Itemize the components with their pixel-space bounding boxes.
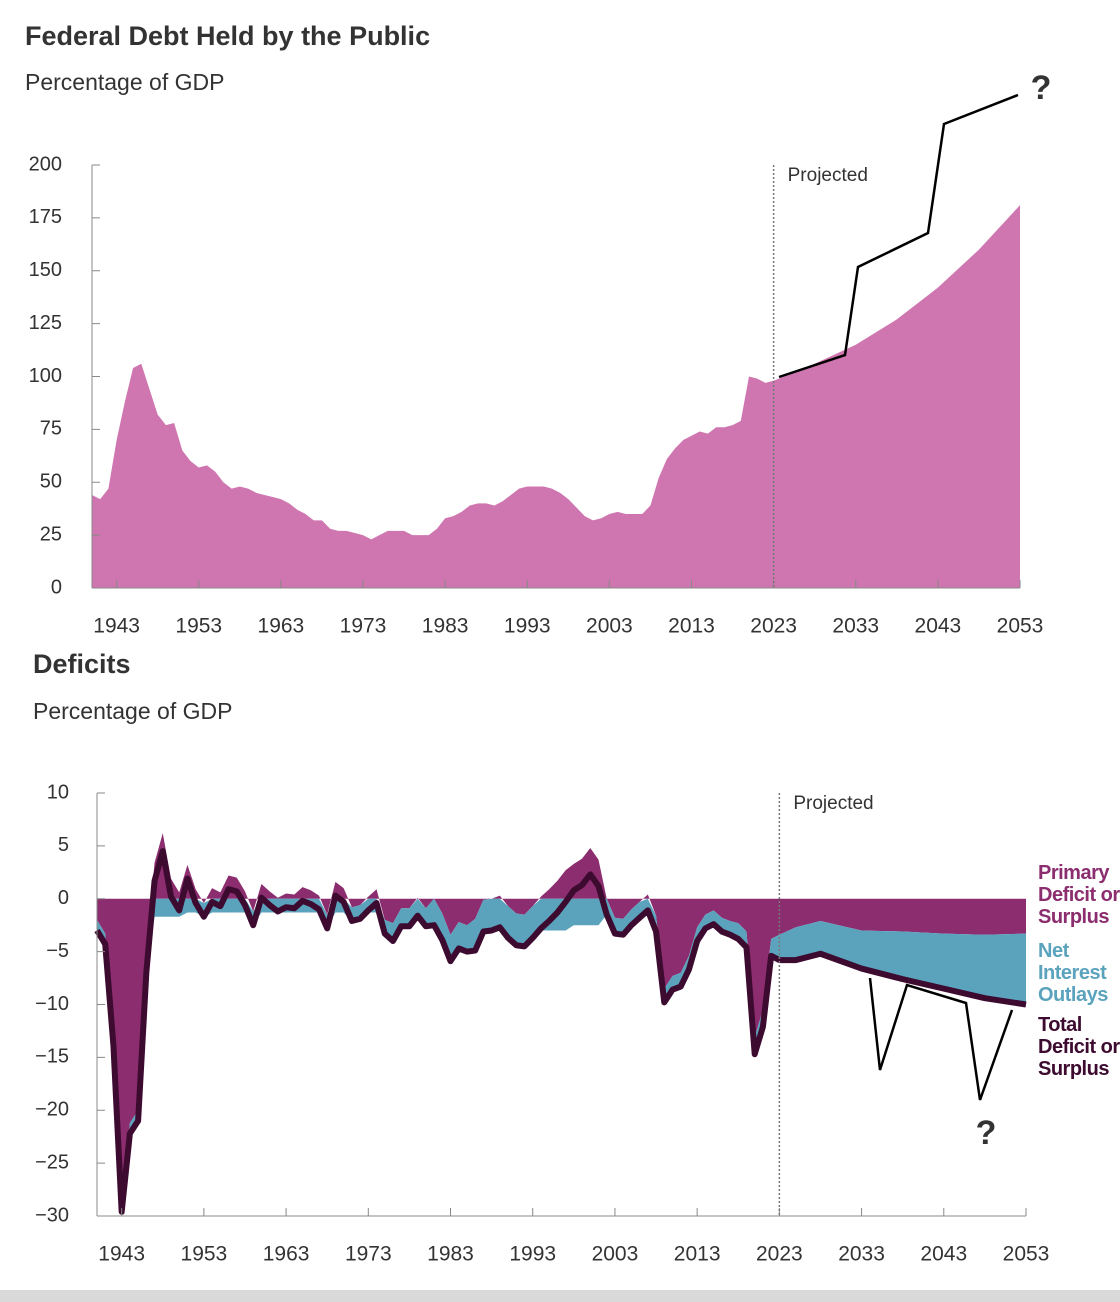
x-tick-label: 1983	[427, 1243, 474, 1266]
debt-area	[92, 205, 1020, 588]
y-tick-label: 100	[29, 365, 62, 387]
y-tick-label: −30	[35, 1204, 69, 1226]
y-tick-label: 175	[29, 206, 62, 228]
y-tick-label: 125	[29, 312, 62, 334]
x-tick-label: 2003	[586, 615, 633, 638]
y-tick-label: 10	[47, 781, 69, 803]
x-tick-label: 1973	[345, 1243, 392, 1266]
y-tick-label: 200	[29, 153, 62, 175]
y-tick-label: 150	[29, 259, 62, 281]
y-tick-label: 25	[40, 523, 62, 545]
y-tick-label: −20	[35, 1099, 69, 1121]
x-tick-label: 2043	[920, 1243, 967, 1266]
y-tick-label: −25	[35, 1151, 69, 1173]
annotation-mark: ?	[1031, 69, 1052, 107]
projection-label: Projected	[793, 793, 873, 814]
x-tick-label: 1973	[340, 615, 387, 638]
interest-area	[97, 898, 1026, 1212]
x-tick-label: 1943	[98, 1243, 145, 1266]
x-tick-label: 2003	[592, 1243, 639, 1266]
x-tick-label: 2023	[756, 1243, 803, 1266]
annotation-mark: ?	[976, 1114, 997, 1152]
x-tick-label: 2053	[997, 615, 1044, 638]
y-tick-label: −15	[35, 1046, 69, 1068]
x-tick-label: 2053	[1003, 1243, 1050, 1266]
bottom-bar	[0, 1290, 1120, 1302]
x-tick-label: 1993	[504, 615, 551, 638]
chart-title: Deficits	[33, 649, 131, 679]
legend-label: Net Interest Outlays	[1038, 940, 1108, 1006]
projection-label: Projected	[788, 165, 868, 186]
chart-subtitle: Percentage of GDP	[25, 69, 224, 95]
y-tick-label: −5	[46, 940, 69, 962]
y-tick-label: 5	[58, 834, 69, 856]
y-tick-label: 75	[40, 418, 62, 440]
total-line	[94, 848, 1027, 1215]
x-tick-label: 1953	[175, 615, 222, 638]
annotation-line	[778, 93, 1019, 379]
x-tick-label: 1953	[181, 1243, 228, 1266]
y-tick-label: 0	[51, 576, 62, 598]
x-tick-label: 2043	[915, 615, 962, 638]
legend-label: Primary Deficit or Surplus	[1038, 862, 1120, 928]
x-tick-label: 1983	[422, 615, 469, 638]
x-tick-label: 2013	[668, 615, 715, 638]
x-tick-label: 2033	[832, 615, 879, 638]
legend-label: Total Deficit or Surplus	[1038, 1014, 1120, 1080]
primary-area	[97, 833, 1026, 1202]
chart-title: Federal Debt Held by the Public	[25, 21, 430, 51]
annotation-line	[868, 977, 1014, 1101]
x-tick-label: 1963	[263, 1243, 310, 1266]
x-tick-label: 1943	[93, 615, 140, 638]
x-tick-label: 2033	[838, 1243, 885, 1266]
chart-subtitle: Percentage of GDP	[33, 698, 232, 724]
x-tick-label: 1993	[509, 1243, 556, 1266]
y-tick-label: 50	[40, 471, 62, 493]
x-tick-label: 1963	[258, 615, 305, 638]
y-tick-label: 0	[58, 887, 69, 909]
x-tick-label: 2013	[674, 1243, 721, 1266]
y-tick-label: −10	[35, 993, 69, 1015]
x-tick-label: 2023	[750, 615, 797, 638]
